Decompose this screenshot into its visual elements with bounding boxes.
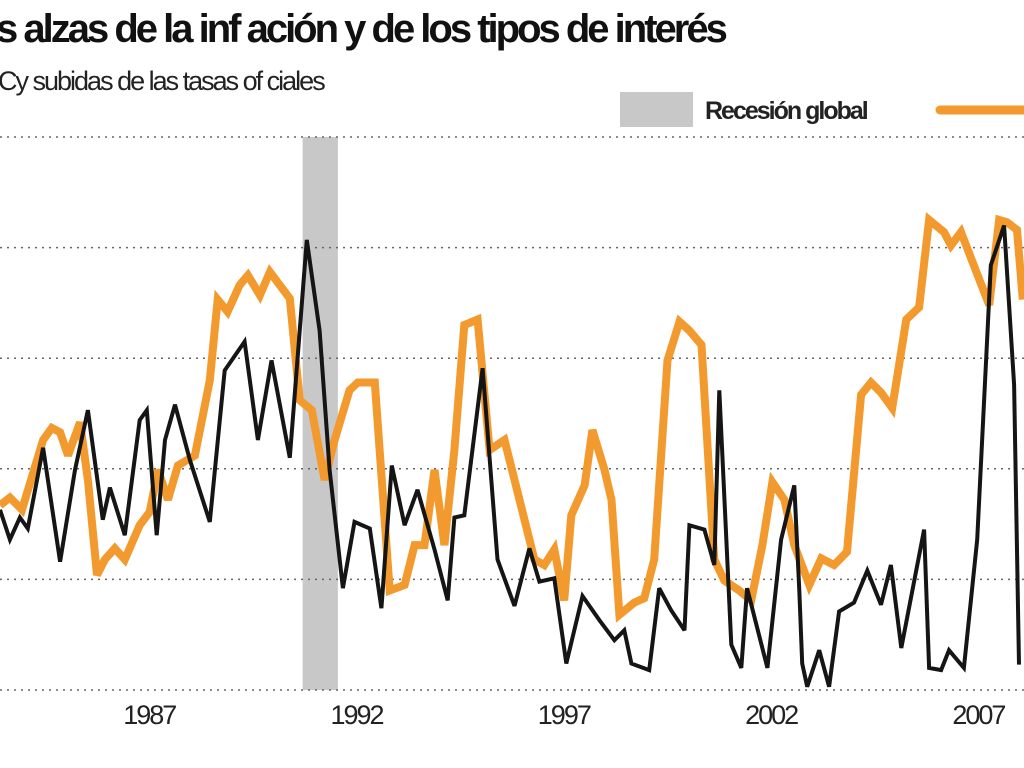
chart-subtitle: Cy subidas de las tasas of ciales xyxy=(0,66,325,96)
chart-title: s alzas de la inf ación y de los tipos d… xyxy=(0,7,727,51)
x-tick-label: 1997 xyxy=(538,700,591,730)
series-line xyxy=(0,224,1021,688)
x-tick-label: 1987 xyxy=(123,700,176,730)
x-tick-label: 1992 xyxy=(330,700,383,730)
legend-label: Recesión global xyxy=(705,97,868,125)
recession-band xyxy=(302,137,338,690)
legend-swatch xyxy=(620,92,693,127)
x-tick-label: 2007 xyxy=(952,700,1005,730)
x-tick-label: 2002 xyxy=(745,700,798,730)
series-line xyxy=(0,212,1024,623)
